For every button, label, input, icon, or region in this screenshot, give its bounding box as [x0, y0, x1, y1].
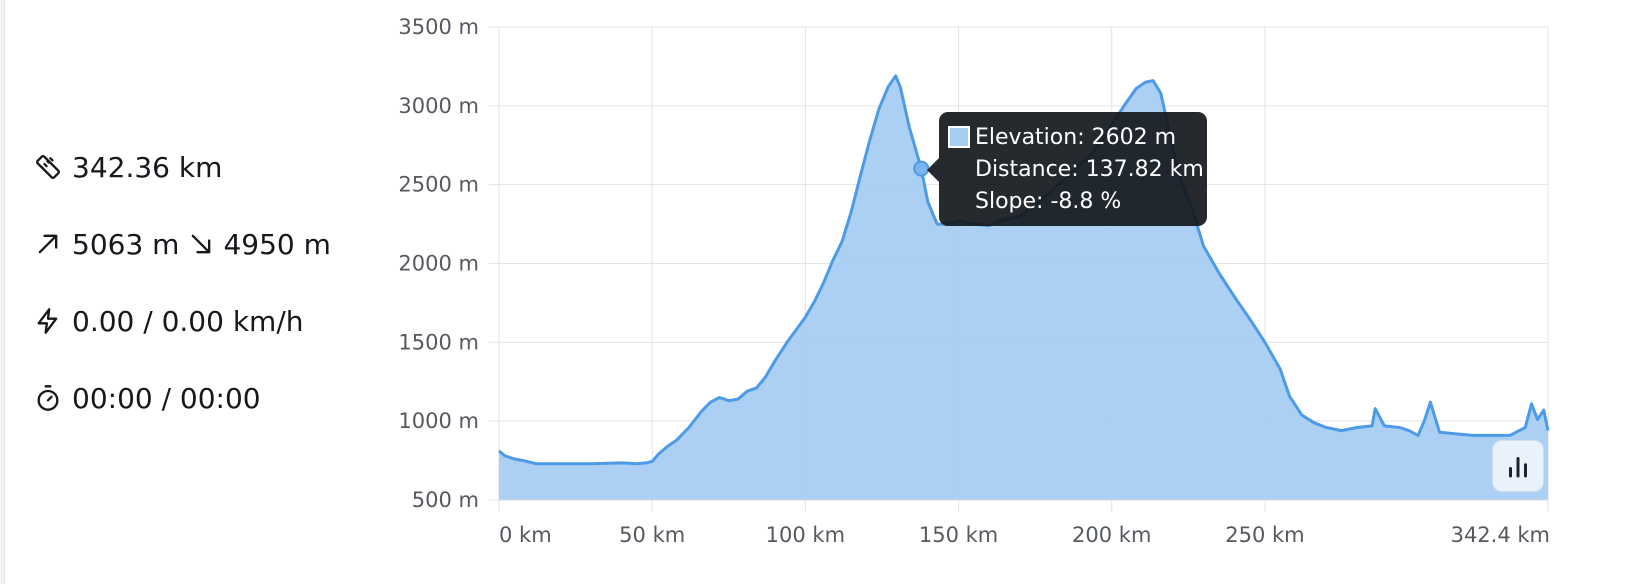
- arrow-down-right-icon: [187, 230, 215, 258]
- descent-value: 4950 m: [223, 227, 331, 261]
- tooltip-elevation: Elevation: 2602 m: [975, 125, 1177, 150]
- tooltip-color-swatch: [948, 126, 970, 148]
- bar-chart-icon: [1509, 457, 1527, 478]
- stopwatch-icon: [34, 384, 62, 412]
- tooltip-caret: [927, 158, 939, 182]
- lightning-icon: [34, 307, 62, 335]
- x-tick-label: 200 km: [1072, 523, 1151, 547]
- time-stat: 00:00 / 00:00: [34, 378, 261, 418]
- speed-stat: 0.00 / 0.00 km/h: [34, 301, 304, 341]
- arrow-up-right-icon: [34, 230, 62, 258]
- y-tick-label: 500 m: [412, 488, 479, 512]
- distance-value: 342.36 km: [72, 150, 223, 184]
- x-tick-label: 150 km: [919, 523, 998, 547]
- y-tick-label: 1000 m: [398, 409, 479, 433]
- elevation-area: [499, 75, 1548, 501]
- y-tick-label: 3000 m: [398, 94, 479, 118]
- y-tick-label: 1500 m: [398, 330, 479, 354]
- panel-divider: [0, 0, 5, 584]
- x-tick-label: 50 km: [619, 523, 685, 547]
- distance-stat: 342.36 km: [34, 147, 222, 187]
- x-tick-label: 0 km: [499, 523, 552, 547]
- time-value: 00:00 / 00:00: [72, 381, 261, 415]
- chart-tooltip: Elevation: 2602 m Distance: 137.82 km Sl…: [927, 112, 1207, 226]
- elevation-gain-loss-stat: 5063 m 4950 m: [34, 224, 331, 264]
- tooltip-distance: Distance: 137.82 km: [975, 157, 1204, 182]
- x-tick-label: 250 km: [1225, 523, 1304, 547]
- y-tick-label: 2000 m: [398, 252, 479, 276]
- ruler-icon: [34, 153, 62, 181]
- y-tick-label: 2500 m: [398, 173, 479, 197]
- speed-value: 0.00 / 0.00 km/h: [72, 304, 304, 338]
- y-tick-label: 3500 m: [398, 15, 479, 39]
- x-tick-label: 100 km: [766, 523, 845, 547]
- chart-settings-button[interactable]: [1492, 440, 1544, 492]
- tooltip-slope: Slope: -8.8 %: [975, 189, 1122, 214]
- ascent-value: 5063 m: [72, 227, 180, 261]
- chart-axes: 500 m 1000 m 1500 m 2000 m 2500 m 3000 m 3500 …: [398, 15, 1550, 547]
- x-tick-label: 342.4 km: [1451, 523, 1550, 547]
